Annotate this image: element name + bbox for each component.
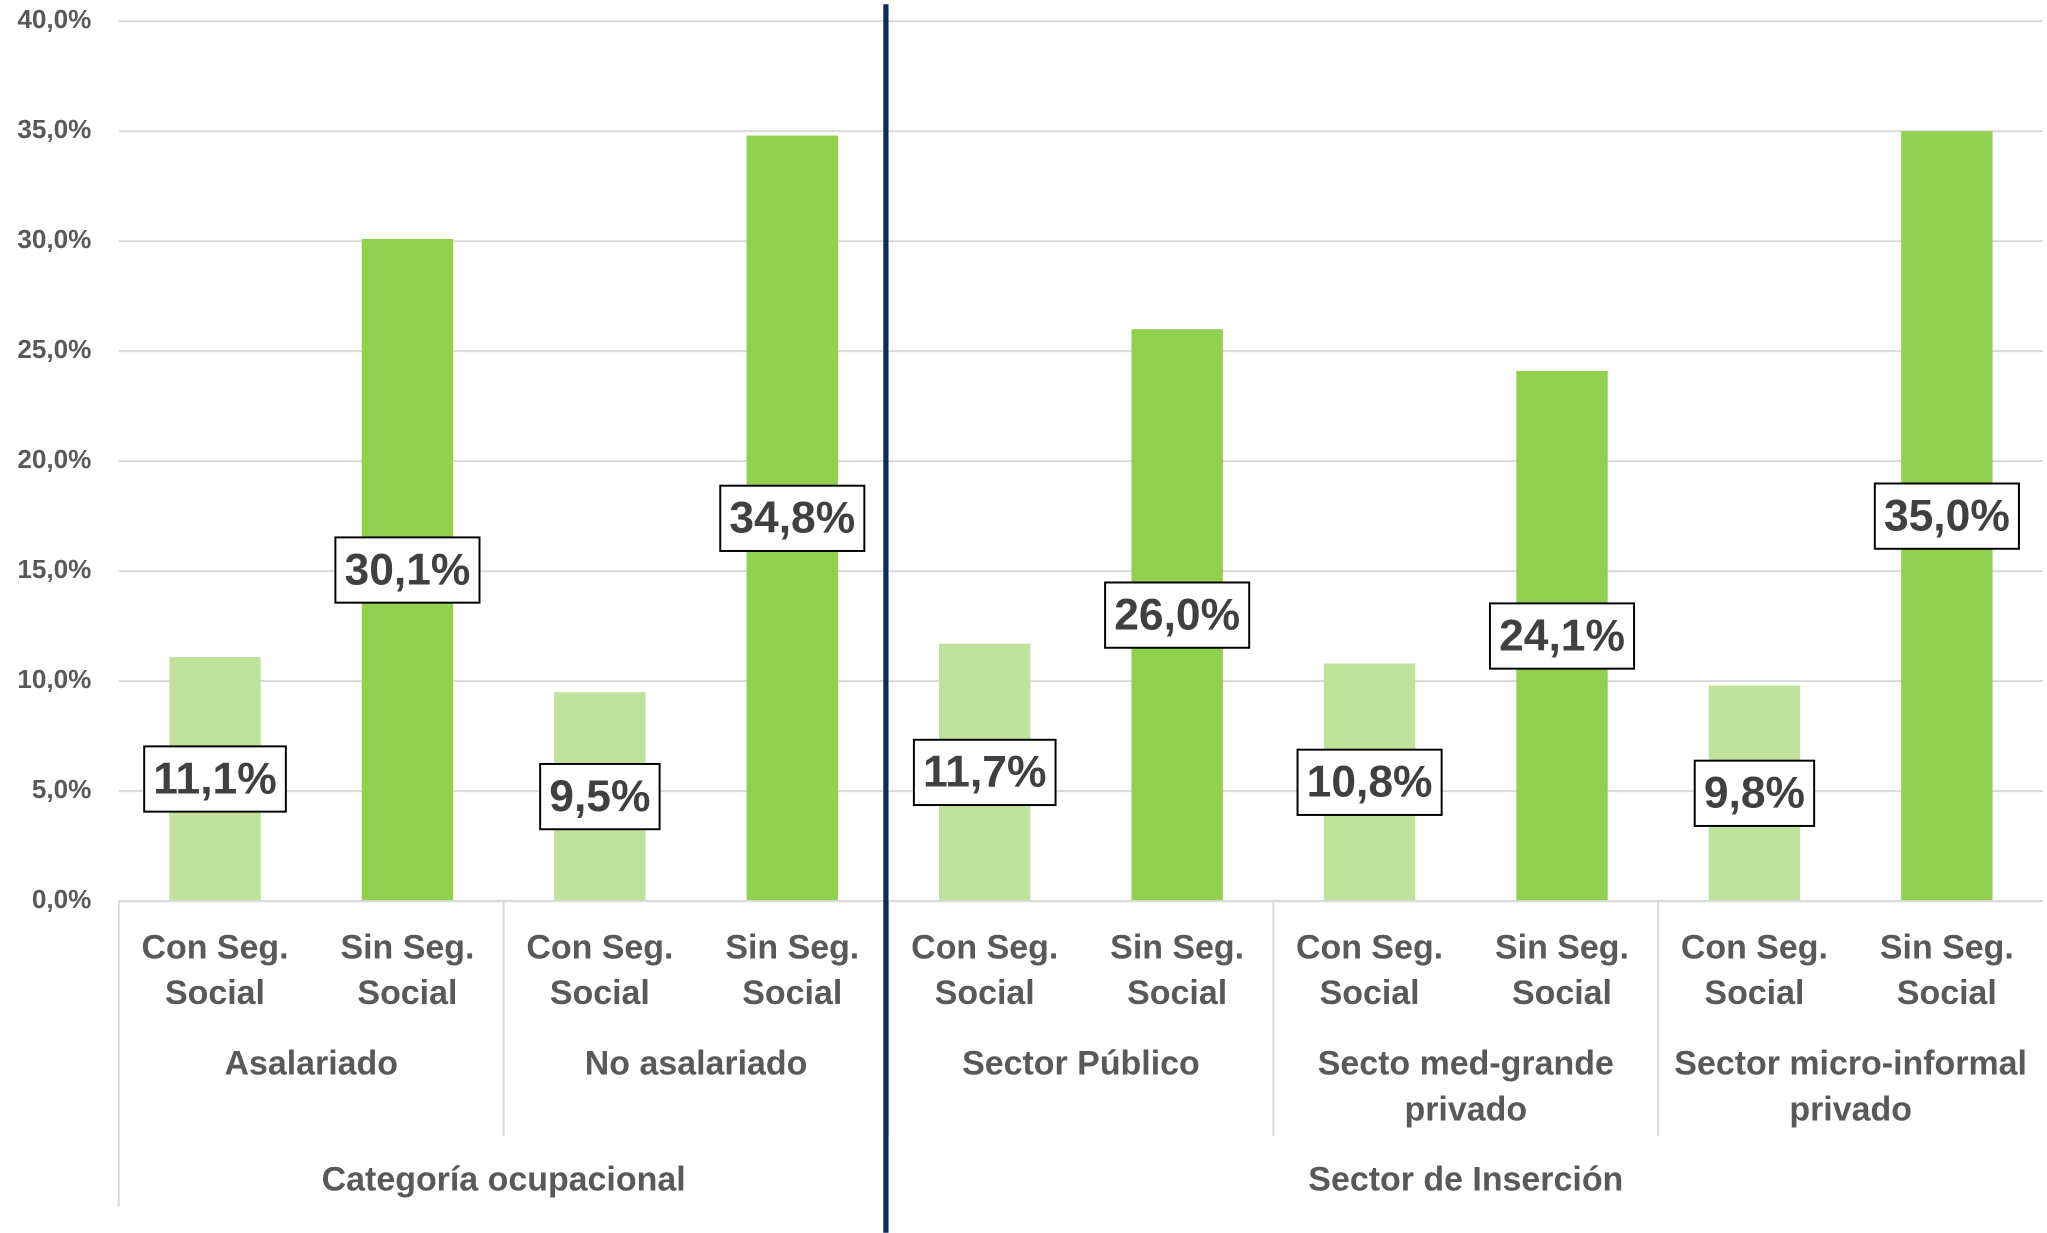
x-tick-label: Con Seg. Social — [141, 928, 288, 1012]
data-label-box — [912, 738, 1057, 807]
data-label-box — [1873, 482, 2020, 550]
data-label: 26,0% — [1114, 590, 1240, 639]
data-label-box — [719, 484, 866, 552]
y-tick-label: 25,0% — [17, 334, 91, 364]
supergroup-label: Sector de Inserción — [1308, 1161, 1623, 1199]
y-tick-label: 15,0% — [17, 554, 91, 584]
x-tick-label: Con Seg. Social — [1681, 928, 1828, 1012]
y-tick-label: 10,0% — [17, 664, 91, 694]
data-label: 11,7% — [923, 748, 1046, 797]
data-label: 9,5% — [549, 772, 650, 821]
x-tick-label: Sin Seg. Social — [1110, 928, 1244, 1012]
group-label: Sector Público — [962, 1045, 1200, 1083]
data-label: 34,8% — [729, 494, 855, 543]
group-label: Sector micro-informal privado — [1674, 1045, 2027, 1129]
x-tick-label: Sin Seg. Social — [340, 928, 474, 1012]
x-tick-label: Sin Seg. Social — [725, 928, 859, 1012]
data-label-box — [1104, 581, 1251, 649]
x-tick-label: Con Seg. Social — [911, 928, 1058, 1012]
y-tick-label: 20,0% — [17, 444, 91, 474]
data-label-box — [539, 762, 661, 831]
y-tick-label: 30,0% — [17, 224, 91, 254]
data-label: 24,1% — [1499, 611, 1625, 660]
x-tick-label: Con Seg. Social — [1296, 928, 1443, 1012]
data-label-box — [334, 536, 481, 604]
data-label: 9,8% — [1704, 769, 1805, 818]
y-tick-label: 5,0% — [32, 774, 91, 804]
x-tick-label: Sin Seg. Social — [1495, 928, 1629, 1012]
x-tick-label: Sin Seg. Social — [1880, 928, 2014, 1012]
data-label: 11,1% — [153, 754, 276, 803]
data-label: 35,0% — [1884, 491, 2010, 540]
supergroup-label: Categoría ocupacional — [322, 1161, 686, 1199]
y-tick-label: 35,0% — [17, 114, 91, 144]
y-tick-label: 40,0% — [17, 4, 91, 34]
data-label-box — [1488, 602, 1636, 670]
data-label: 30,1% — [345, 545, 471, 594]
data-label: 10,8% — [1307, 758, 1433, 807]
data-label-box — [143, 745, 287, 813]
x-tick-label: Con Seg. Social — [526, 928, 673, 1012]
data-label-box — [1693, 759, 1816, 827]
group-label: Asalariado — [224, 1045, 398, 1083]
group-label: No asalariado — [585, 1045, 808, 1083]
data-label-box — [1296, 748, 1443, 816]
group-label: Secto med-grande privado — [1318, 1045, 1614, 1129]
y-tick-label: 0,0% — [32, 884, 91, 914]
